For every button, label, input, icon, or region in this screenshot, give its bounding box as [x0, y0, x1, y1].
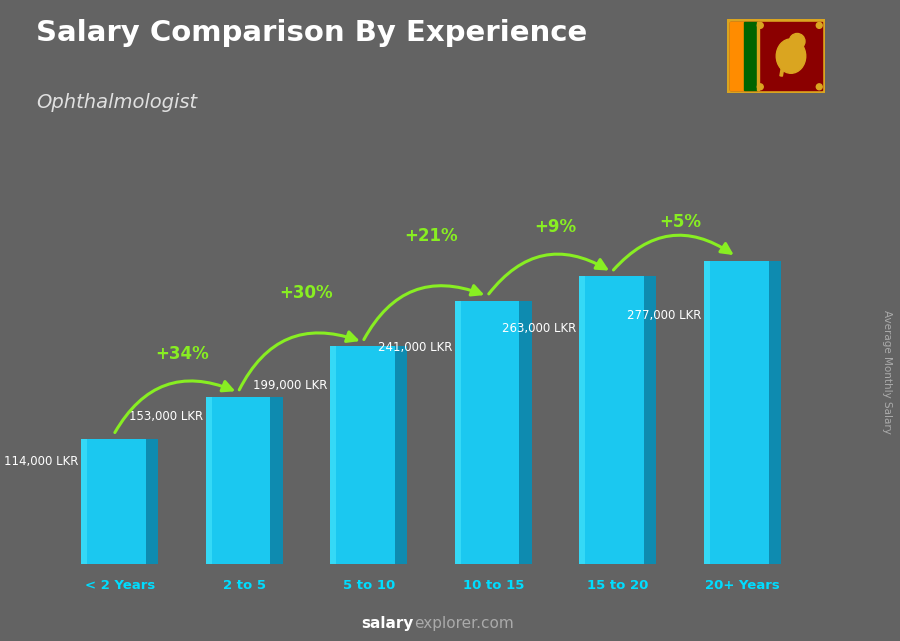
Polygon shape	[454, 301, 519, 564]
Text: 2 to 5: 2 to 5	[222, 579, 266, 592]
Polygon shape	[330, 347, 337, 564]
Text: Salary Comparison By Experience: Salary Comparison By Experience	[36, 19, 587, 47]
Text: +21%: +21%	[404, 227, 458, 245]
Polygon shape	[454, 301, 461, 564]
Polygon shape	[270, 397, 283, 564]
Text: Average Monthly Salary: Average Monthly Salary	[881, 310, 892, 434]
Circle shape	[816, 84, 823, 90]
Text: < 2 Years: < 2 Years	[85, 579, 155, 592]
Text: 20+ Years: 20+ Years	[705, 579, 779, 592]
Polygon shape	[205, 397, 212, 564]
Bar	[730, 22, 743, 90]
Polygon shape	[519, 301, 532, 564]
Polygon shape	[81, 440, 146, 564]
Circle shape	[789, 33, 805, 49]
Bar	[780, 49, 787, 76]
Text: 263,000 LKR: 263,000 LKR	[502, 322, 577, 335]
Text: Ophthalmologist: Ophthalmologist	[36, 93, 197, 112]
Bar	[757, 22, 759, 90]
Polygon shape	[644, 276, 656, 564]
Polygon shape	[580, 276, 586, 564]
Text: +5%: +5%	[659, 213, 701, 231]
Text: salary: salary	[362, 617, 414, 631]
Text: 15 to 20: 15 to 20	[587, 579, 649, 592]
Ellipse shape	[776, 39, 806, 73]
Text: 5 to 10: 5 to 10	[343, 579, 395, 592]
Bar	[743, 22, 757, 90]
Polygon shape	[704, 261, 769, 564]
Polygon shape	[146, 440, 158, 564]
Text: 114,000 LKR: 114,000 LKR	[4, 455, 78, 469]
Text: +30%: +30%	[280, 284, 333, 302]
Text: 199,000 LKR: 199,000 LKR	[253, 379, 328, 392]
Polygon shape	[769, 261, 781, 564]
Polygon shape	[330, 347, 395, 564]
Text: +9%: +9%	[535, 217, 577, 236]
Polygon shape	[580, 276, 644, 564]
Polygon shape	[81, 440, 87, 564]
Text: +34%: +34%	[155, 345, 209, 363]
Circle shape	[757, 22, 763, 28]
Circle shape	[816, 22, 823, 28]
Text: 241,000 LKR: 241,000 LKR	[378, 342, 452, 354]
Polygon shape	[395, 347, 408, 564]
Text: explorer.com: explorer.com	[414, 617, 514, 631]
Polygon shape	[205, 397, 270, 564]
Circle shape	[757, 84, 763, 90]
Text: 10 to 15: 10 to 15	[463, 579, 524, 592]
Text: 153,000 LKR: 153,000 LKR	[129, 410, 203, 423]
Polygon shape	[704, 261, 710, 564]
Text: 277,000 LKR: 277,000 LKR	[627, 309, 701, 322]
